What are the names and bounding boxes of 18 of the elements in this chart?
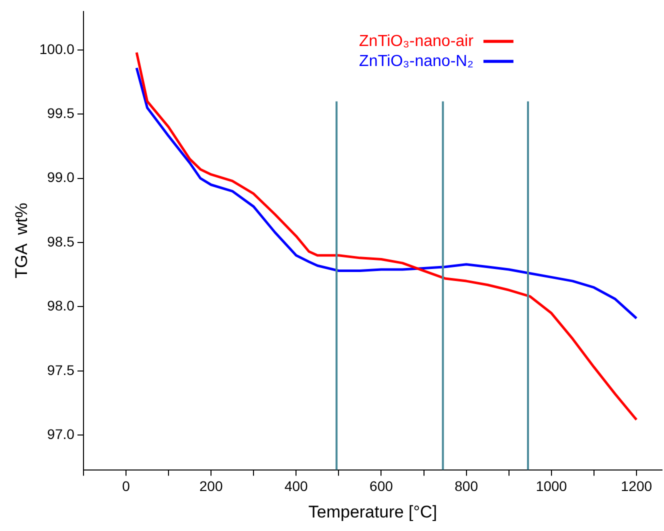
legend-label: ZnTiO₃-nano-N₂	[359, 52, 474, 70]
y-tick-label: 97.0	[47, 426, 75, 442]
legend-label: ZnTiO₃-nano-air	[359, 32, 474, 50]
y-tick-label: 98.0	[47, 298, 75, 314]
x-tick-label: 400	[284, 478, 308, 494]
x-axis-title: Temperature [°C]	[308, 502, 438, 522]
y-tick-label: 100.0	[39, 40, 75, 57]
x-tick-label: 1000	[536, 478, 568, 494]
y-axis-title: TGA wt%	[12, 202, 31, 278]
x-tick-label: 0	[122, 478, 130, 494]
y-tick-label: 99.5	[47, 104, 75, 121]
y-tick-label: 98.5	[47, 233, 75, 250]
x-tick-label: 600	[370, 478, 394, 494]
y-tick-label: 99.0	[47, 169, 75, 186]
y-tick-label: 97.5	[47, 362, 75, 378]
x-tick-label: 800	[454, 478, 478, 494]
x-tick-label: 200	[199, 478, 223, 494]
x-tick-label: 1200	[620, 478, 652, 494]
